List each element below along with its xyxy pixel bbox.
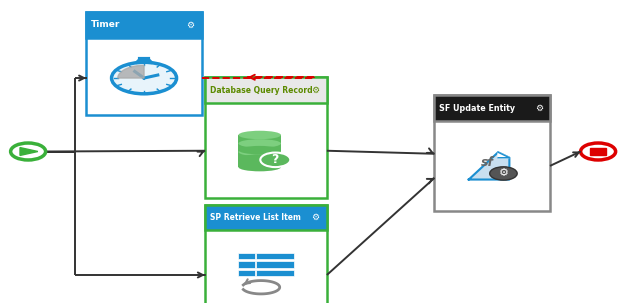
Bar (205, 205, 327, 230)
Ellipse shape (239, 148, 281, 156)
Bar (238, 270, 255, 276)
Ellipse shape (239, 146, 281, 155)
Text: SP Retrieve List Item: SP Retrieve List Item (210, 213, 301, 222)
Bar (238, 253, 255, 259)
Text: Database Query Record: Database Query Record (210, 86, 312, 95)
Text: ⚙: ⚙ (534, 104, 542, 113)
Circle shape (261, 153, 290, 167)
Bar (590, 148, 606, 155)
FancyBboxPatch shape (434, 95, 550, 211)
Bar (256, 253, 294, 259)
Bar (434, 95, 550, 121)
Bar (86, 12, 202, 38)
Ellipse shape (239, 139, 281, 148)
FancyBboxPatch shape (205, 205, 327, 303)
Circle shape (112, 62, 177, 94)
Text: ⚙: ⚙ (186, 21, 195, 29)
Bar (205, 77, 327, 103)
Bar (238, 143, 281, 159)
Polygon shape (20, 148, 38, 155)
Circle shape (490, 167, 518, 180)
FancyBboxPatch shape (205, 77, 327, 198)
Ellipse shape (239, 163, 281, 171)
Ellipse shape (239, 131, 281, 139)
Text: ⚙: ⚙ (311, 213, 320, 222)
Bar (256, 270, 294, 276)
Text: sf: sf (481, 156, 494, 169)
Text: ⚙: ⚙ (499, 168, 509, 178)
Polygon shape (498, 152, 509, 158)
Bar (238, 261, 255, 268)
Bar (256, 261, 294, 268)
Text: Timer: Timer (91, 21, 121, 29)
Bar (238, 135, 281, 150)
Bar (238, 152, 281, 167)
Polygon shape (118, 65, 144, 78)
FancyBboxPatch shape (86, 12, 202, 115)
Text: ⚙: ⚙ (311, 86, 320, 95)
Text: SF Update Entity: SF Update Entity (439, 104, 516, 113)
Ellipse shape (239, 155, 281, 163)
Polygon shape (469, 152, 509, 179)
Text: ?: ? (272, 153, 279, 166)
